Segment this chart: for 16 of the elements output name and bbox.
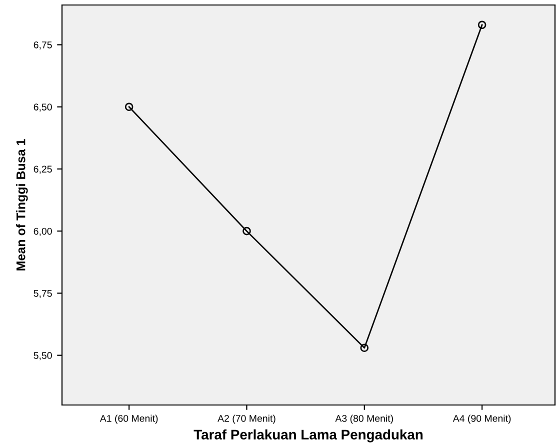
point xyxy=(242,226,251,236)
y-tick-label: 5,75 xyxy=(34,290,52,298)
y-tick-label: 6,50 xyxy=(34,104,52,112)
x-tick-label: A3 (80 Menit) xyxy=(335,414,393,424)
point xyxy=(124,102,134,112)
x-tick-label: A4 (90 Menit) xyxy=(452,414,511,424)
y-tick-label: 6,25 xyxy=(34,166,52,174)
x-axis-title: Taraf Perlakuan Lama Pengadukan xyxy=(194,429,423,442)
y-tick-label: 6,75 xyxy=(34,41,52,50)
point xyxy=(360,344,369,352)
y-tick-label: 6,00 xyxy=(34,228,52,236)
y-tick-label: 5,50 xyxy=(34,352,52,360)
y-axis-title: Mean of Tinggi Busa 1 xyxy=(16,139,28,270)
x-tick-label: A2 (70 Menit) xyxy=(218,414,276,424)
x-tick-label: A1 (60 Menit) xyxy=(100,414,158,424)
point xyxy=(478,20,486,30)
